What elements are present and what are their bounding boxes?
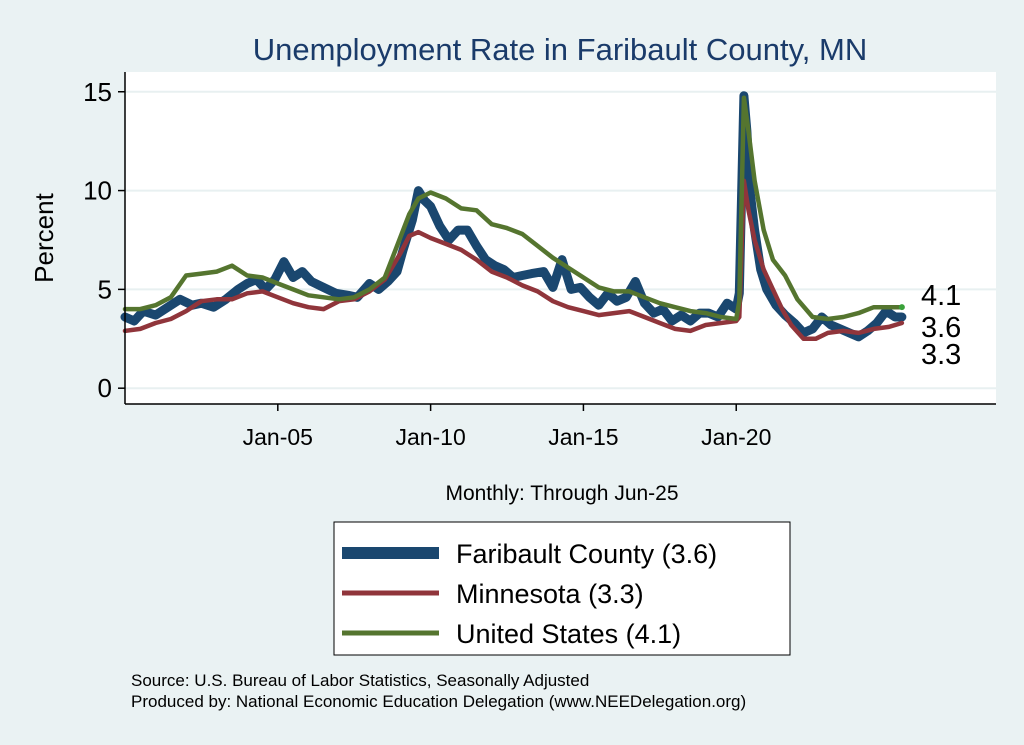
producer-line: Produced by: National Economic Education… (131, 692, 747, 711)
plot-area (125, 72, 996, 404)
legend-label: Minnesota (3.3) (456, 579, 644, 609)
legend-label: United States (4.1) (456, 619, 681, 649)
chart-title: Unemployment Rate in Faribault County, M… (253, 32, 868, 67)
y-tick-label: 15 (83, 77, 112, 107)
series-lines (120, 91, 907, 342)
x-tick-label: Jan-05 (243, 424, 313, 450)
x-ticks: Jan-05 Jan-10 Jan-15 Jan-20 (243, 404, 771, 450)
series-line-2 (122, 178, 905, 342)
x-axis-label: Monthly: Through Jun-25 (445, 482, 678, 505)
series-line-3 (122, 95, 905, 322)
x-tick-label: Jan-10 (395, 424, 465, 450)
source-notes: Source: U.S. Bureau of Labor Statistics,… (131, 670, 746, 712)
x-tick-label: Jan-20 (701, 424, 771, 450)
axes (124, 72, 996, 405)
end-label: 4.1 (921, 280, 961, 312)
y-tick-label: 5 (98, 274, 112, 304)
source-line: Source: U.S. Bureau of Labor Statistics,… (131, 671, 590, 690)
end-value-labels: 4.13.63.3 (921, 280, 961, 371)
series-line-1 (120, 91, 907, 342)
legend: Faribault County (3.6) Minnesota (3.3) Uni… (333, 521, 791, 656)
legend-entries: Faribault County (3.6) Minnesota (3.3) Uni… (342, 539, 717, 649)
end-label: 3.6 (921, 312, 961, 344)
y-tick-label: 0 (98, 373, 112, 403)
end-label: 3.3 (921, 339, 961, 371)
us-endpoint-marker (898, 304, 905, 311)
x-tick-label: Jan-15 (548, 424, 618, 450)
y-tick-label: 10 (83, 176, 112, 206)
y-axis-label: Percent (29, 192, 59, 282)
y-ticks: 0 5 10 15 (83, 77, 125, 403)
legend-label: Faribault County (3.6) (456, 539, 717, 569)
